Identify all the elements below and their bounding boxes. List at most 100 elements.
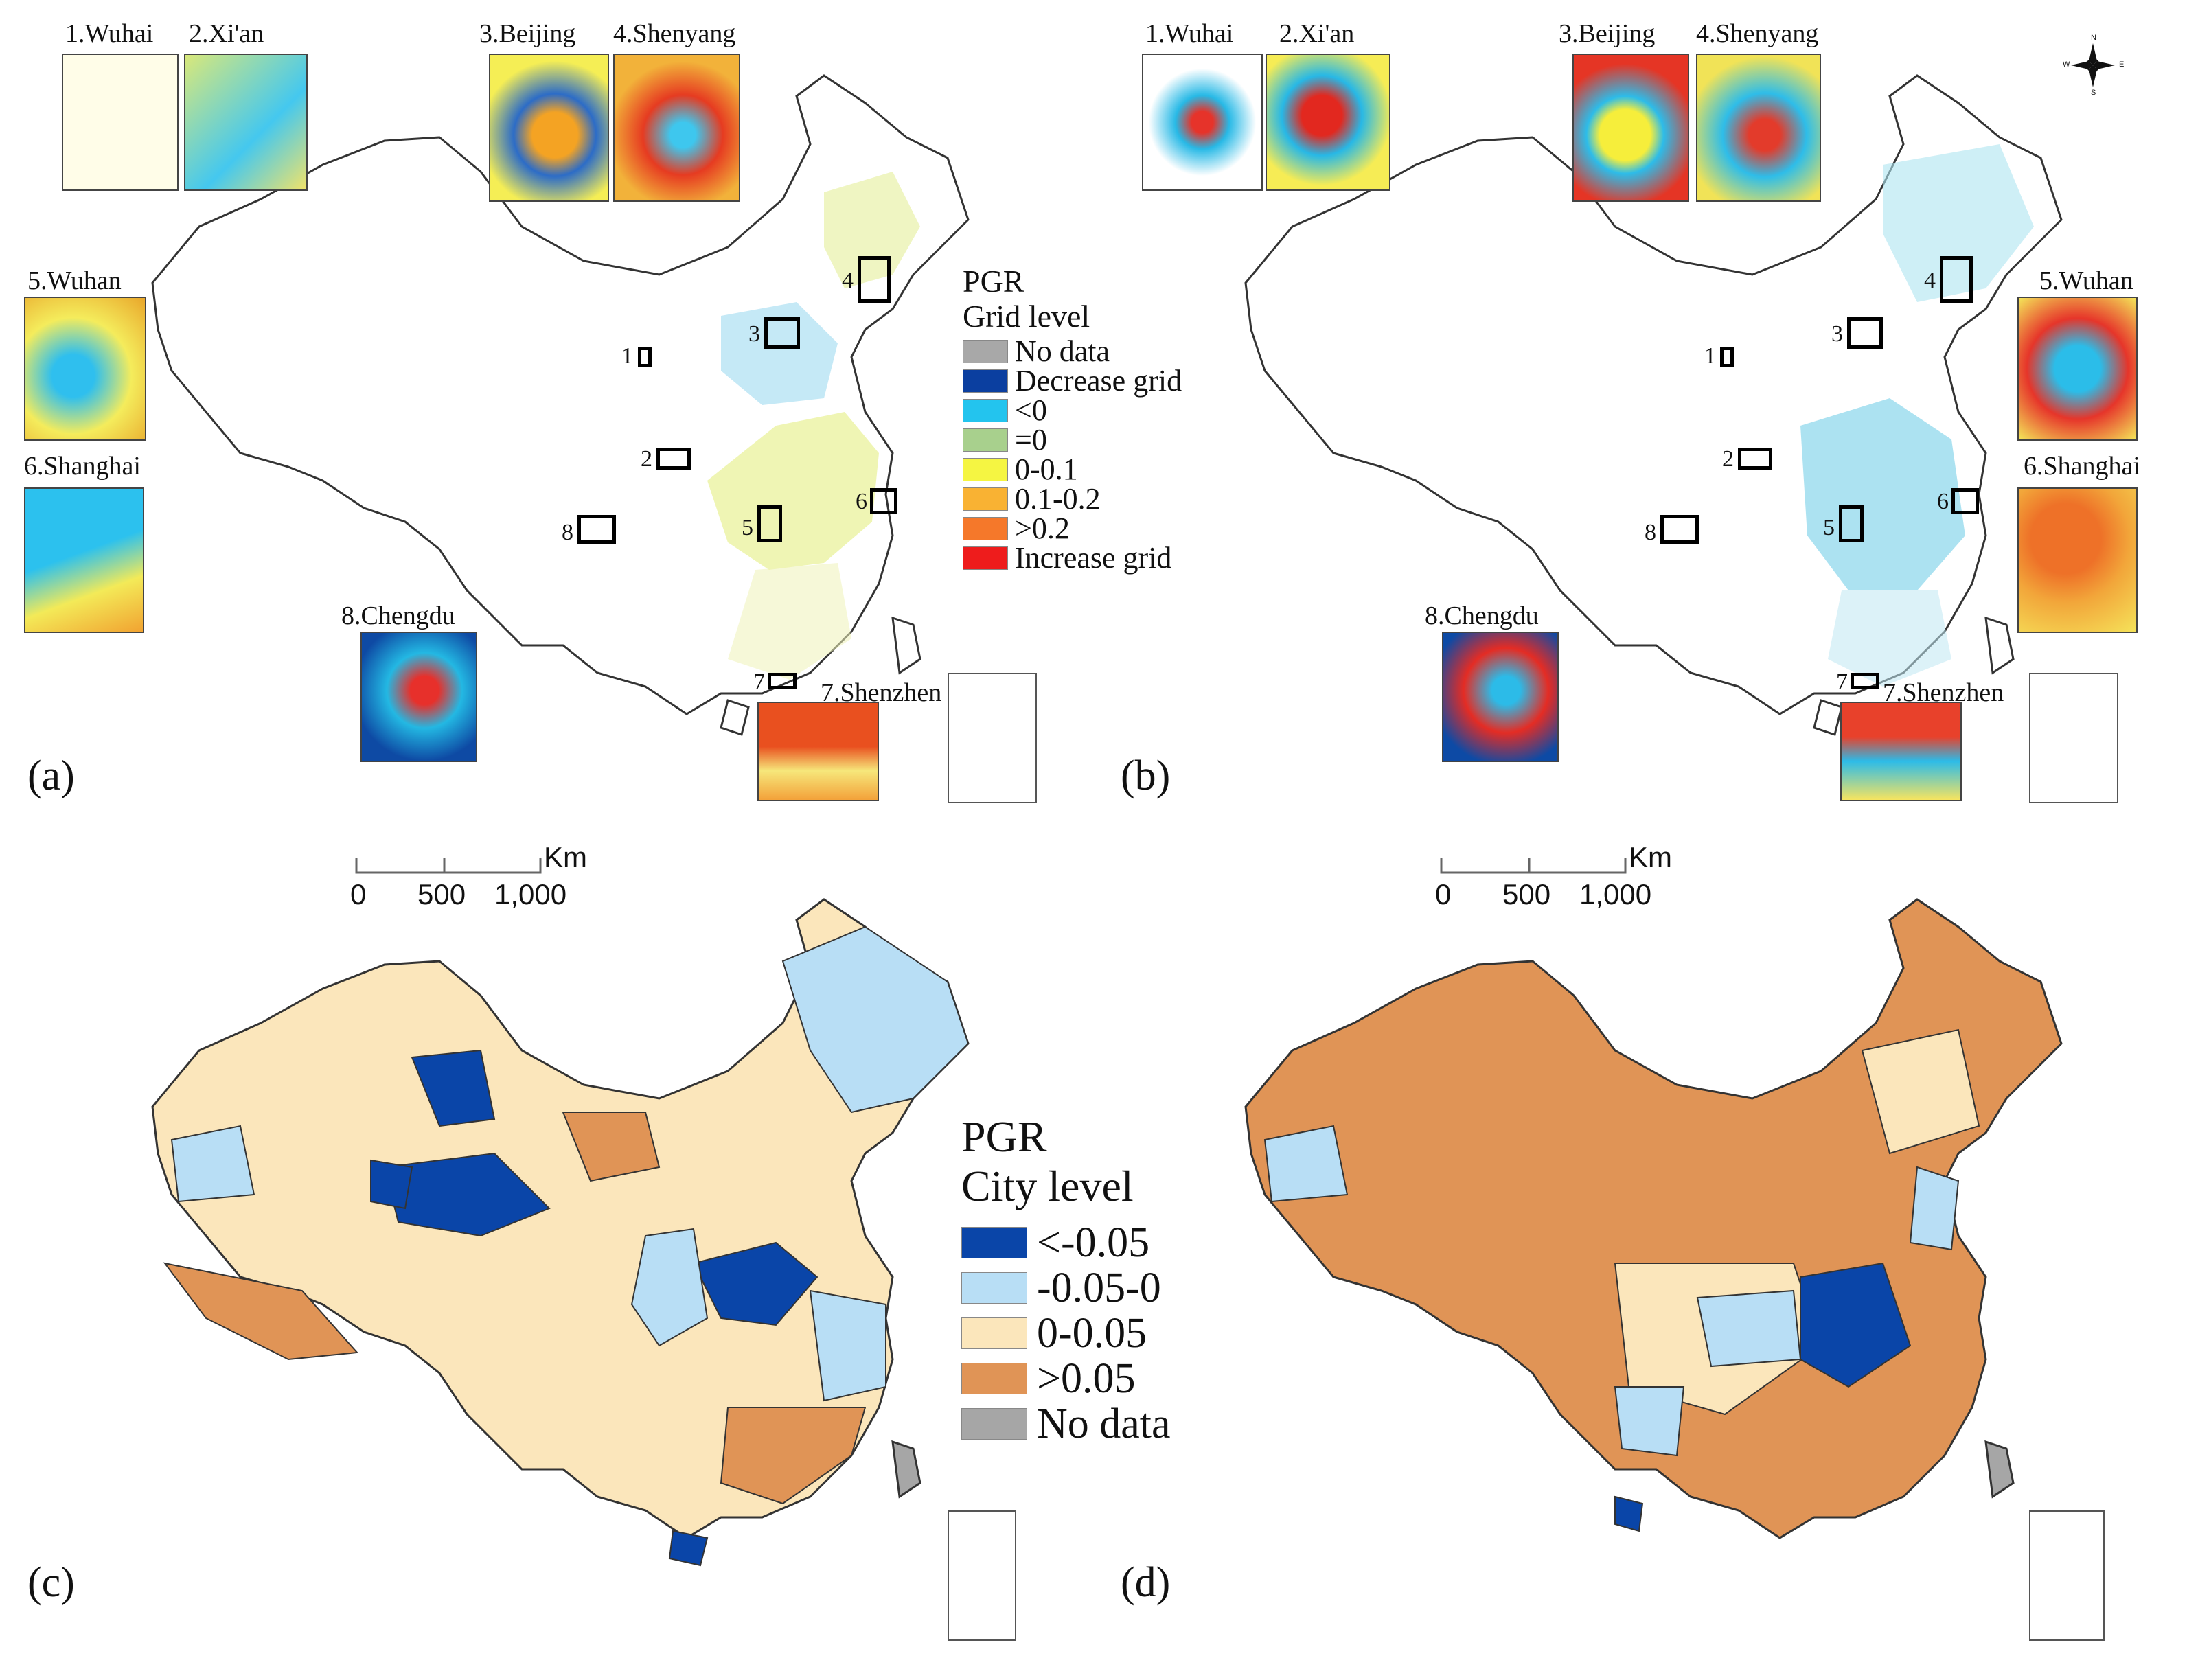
inset-map-shanghai [24,487,144,633]
inset-title: 6.Shanghai [2024,452,2140,481]
legend-subtitle: City level [961,1161,1134,1210]
inset-map-chengdu [360,632,477,762]
marker-number: 1 [1704,343,1716,369]
marker-number: 4 [842,268,854,293]
inset-title: 6.Shanghai [24,452,141,481]
china-map-grid-b [1244,74,2063,736]
south-china-sea-inset [2029,1510,2105,1641]
scale-tick: 0 [350,878,367,910]
region-marker [757,505,782,542]
legend-swatch [963,457,1008,481]
legend-swatch [961,1317,1027,1350]
scale-bar-graphic [355,858,542,874]
scale-unit: Km [544,841,587,873]
inset-title: 3.Beijing [479,19,576,48]
marker-number: 3 [748,321,760,347]
scale-bar-graphic [1440,858,1627,874]
inset-title: 4.Shenyang [1696,19,1819,48]
compass-e: E [2119,60,2125,69]
compass-n: N [2091,34,2096,42]
legend-label: =0 [1015,422,1047,457]
inset-map-wuhan [24,297,146,441]
region-marker [1851,673,1879,689]
legend-item: -0.05-0 [961,1265,1171,1311]
scale-tick: 1,000 [1579,878,1652,910]
inset-title: 7.Shenzhen [1883,678,2004,707]
inset-map-shenyang [613,54,740,202]
region-marker [656,448,691,470]
legend-item: =0 [963,422,1182,457]
legend-swatch [963,428,1008,452]
inset-title: 5.Wuhan [27,266,122,295]
legend-item: No data [961,1401,1171,1447]
legend-swatch [963,516,1008,540]
legend-swatch [961,1227,1027,1259]
marker-number: 8 [1645,520,1656,545]
inset-title: 2.Xi'an [189,19,264,48]
china-map-city-c [151,898,970,1567]
region-marker [577,515,616,544]
legend-label: No data [1015,334,1110,368]
inset-map-shenzhen [757,702,879,801]
panel-label: (b) [1121,752,1171,799]
legend-swatch [963,398,1008,422]
panel-c: (c) [0,824,1093,1680]
region-marker [1839,505,1864,542]
legend-item: 0-0.1 [963,454,1182,484]
legend-swatch [963,369,1008,393]
region-marker [1951,488,1979,514]
inset-map-xian [1266,54,1390,191]
inset-title: 2.Xi'an [1279,19,1355,48]
legend-label: >0.05 [1037,1355,1136,1403]
legend-label: No data [1037,1401,1171,1448]
compass-w: W [2063,60,2070,69]
legend-title: PGR [961,1112,1047,1161]
inset-map-beijing [1572,54,1689,202]
inset-map-shenyang [1696,54,1821,202]
south-china-sea-inset [948,1510,1016,1641]
legend-label: <0 [1015,393,1047,427]
scale-unit: Km [1629,841,1672,873]
legend-item: <0 [963,395,1182,425]
china-map-grid-a [151,74,970,736]
region-marker [764,317,800,349]
south-china-sea-inset [2029,673,2118,803]
legend-item: 0-0.05 [961,1311,1171,1356]
region-marker [1738,448,1772,470]
legend-item: >0.05 [961,1356,1171,1401]
region-marker [1720,347,1734,367]
legend-item: Increase grid [963,542,1182,573]
marker-number: 6 [856,489,867,514]
south-china-sea-inset [948,673,1037,803]
panel-d: (d) [1093,824,2187,1680]
scale-bar-left: Km 0 500 1,000 [347,841,594,910]
region-marker [1940,256,1973,303]
inset-map-shanghai [2017,487,2138,633]
legend-swatch [961,1408,1027,1440]
legend-subtitle: Grid level [963,298,1090,334]
legend-label: 0.1-0.2 [1015,481,1101,516]
legend-swatch [961,1272,1027,1304]
inset-title: 7.Shenzhen [821,678,942,707]
inset-title: 1.Wuhai [1145,19,1234,48]
compass-s: S [2091,89,2096,97]
inset-title: 8.Chengdu [1425,601,1539,630]
marker-number: 2 [1722,446,1734,472]
scale-tick: 1,000 [494,878,567,910]
panel-label: (c) [27,1559,75,1606]
legend-swatch [961,1363,1027,1395]
legend-label: <-0.05 [1037,1219,1150,1267]
legend-swatch [963,339,1008,363]
inset-title: 3.Beijing [1559,19,1656,48]
inset-map-beijing [489,54,609,202]
legend-item: Decrease grid [963,365,1182,395]
marker-number: 7 [753,669,765,695]
inset-title: 5.Wuhan [2039,266,2133,295]
region-marker [1660,515,1699,544]
city-level-legend: PGR City level <-0.05 -0.05-0 0-0.05 >0.… [961,1112,1171,1447]
legend-item: No data [963,336,1182,366]
legend-label: -0.05-0 [1037,1265,1161,1312]
marker-number: 8 [562,520,573,545]
region-marker [870,488,897,514]
